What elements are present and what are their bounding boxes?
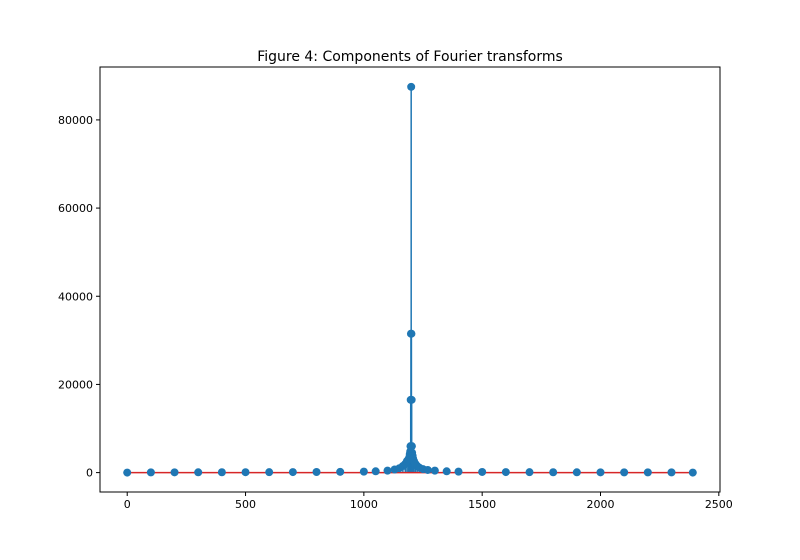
x-tick-label: 2000 bbox=[586, 498, 614, 511]
stem-marker bbox=[667, 468, 676, 477]
stem-marker bbox=[146, 468, 155, 477]
stem-marker bbox=[572, 468, 581, 477]
x-tick-label: 500 bbox=[235, 498, 256, 511]
x-tick-label: 2500 bbox=[705, 498, 733, 511]
stem-marker bbox=[478, 467, 487, 476]
stem-marker bbox=[454, 467, 463, 476]
stem-marker bbox=[265, 468, 274, 477]
stem-marker bbox=[123, 468, 132, 477]
stem-marker bbox=[643, 468, 652, 477]
stem-marker bbox=[525, 468, 534, 477]
x-tick-label: 1000 bbox=[350, 498, 378, 511]
stem-marker bbox=[501, 468, 510, 477]
stem-marker bbox=[359, 467, 368, 476]
x-axis: 0 500 1000 1500 2000 2500 bbox=[124, 492, 733, 511]
plot-frame bbox=[99, 66, 721, 493]
marker-group bbox=[123, 82, 697, 477]
stem-marker bbox=[442, 467, 451, 476]
stem-marker bbox=[288, 468, 297, 477]
y-tick-label: 80000 bbox=[58, 114, 93, 127]
stem-marker bbox=[383, 466, 392, 475]
x-tick-label: 1500 bbox=[468, 498, 496, 511]
y-tick-label: 0 bbox=[86, 467, 93, 480]
stem-marker bbox=[430, 466, 439, 475]
stem-marker bbox=[407, 329, 416, 338]
y-tick-label: 40000 bbox=[58, 290, 93, 303]
chart-title: Figure 4: Components of Fourier transfor… bbox=[257, 49, 563, 65]
y-axis: 0 20000 40000 60000 80000 bbox=[58, 114, 100, 480]
y-tick-label: 60000 bbox=[58, 202, 93, 215]
stem-marker bbox=[194, 468, 203, 477]
stem-marker bbox=[423, 465, 432, 474]
stem-marker bbox=[620, 468, 629, 477]
stem-marker bbox=[596, 468, 605, 477]
x-tick-label: 0 bbox=[124, 498, 131, 511]
stem-marker bbox=[217, 468, 226, 477]
stem-marker bbox=[336, 467, 345, 476]
stem-marker bbox=[241, 468, 250, 477]
stem-marker bbox=[407, 82, 416, 91]
stem-marker bbox=[407, 442, 416, 451]
stem-marker bbox=[371, 467, 380, 476]
stem-marker bbox=[549, 468, 558, 477]
stem-marker bbox=[688, 468, 697, 477]
stem-marker bbox=[407, 395, 416, 404]
stem-marker bbox=[312, 467, 321, 476]
y-tick-label: 20000 bbox=[58, 378, 93, 391]
stem-marker bbox=[170, 468, 179, 477]
